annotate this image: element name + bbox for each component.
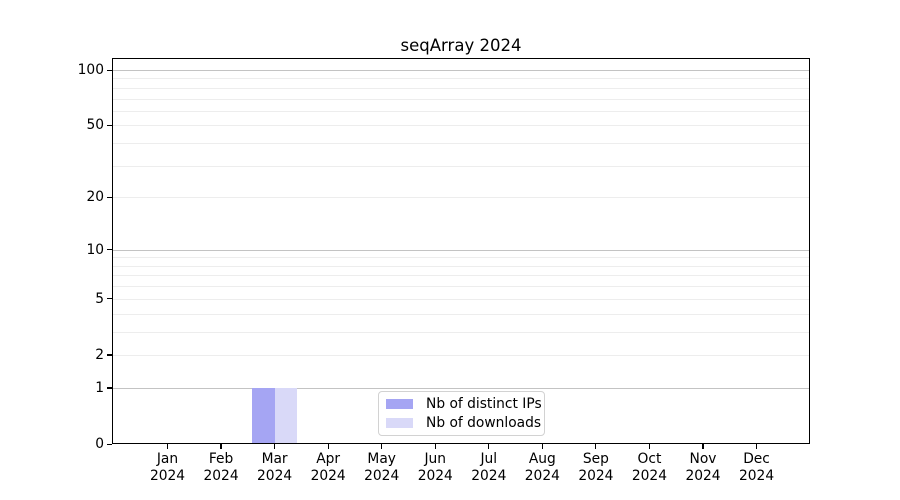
x-tick-mark	[755, 444, 758, 449]
x-tick-label: Jun 2024	[417, 451, 453, 484]
x-tick-mark	[220, 444, 222, 449]
legend-swatch-downloads	[386, 418, 413, 428]
gridline-major	[112, 387, 810, 389]
x-tick-label: Nov 2024	[685, 451, 721, 484]
x-tick-mark	[488, 444, 490, 449]
legend-item-distinct-ips: Nb of distinct IPs	[386, 395, 544, 412]
x-tick-mark	[434, 444, 436, 449]
gridline	[112, 78, 810, 80]
x-tick-mark	[381, 444, 383, 449]
gridline-major	[112, 70, 810, 71]
y-tick-mark	[107, 298, 112, 300]
x-tick-label: Jul 2024	[471, 451, 507, 484]
x-tick-label: Oct 2024	[631, 451, 667, 484]
x-tick-mark	[541, 444, 543, 449]
y-tick-mark	[107, 443, 112, 445]
x-tick-mark	[274, 444, 276, 449]
gridline	[112, 257, 810, 259]
x-tick-label: Sep 2024	[578, 451, 614, 484]
x-tick-label: Feb 2024	[203, 451, 239, 484]
gridline	[112, 331, 810, 333]
gridline	[112, 298, 810, 300]
y-tick-label: 50	[86, 117, 104, 134]
gridline	[112, 313, 810, 315]
gridline	[112, 197, 810, 199]
bar-downloads	[274, 387, 297, 444]
legend: Nb of distinct IPs Nb of downloads	[378, 391, 545, 436]
y-tick-mark	[107, 124, 112, 127]
x-tick-mark	[648, 444, 651, 449]
gridline	[112, 98, 810, 100]
legend-item-downloads: Nb of downloads	[386, 414, 544, 431]
legend-swatch-distinct-ips	[386, 399, 413, 409]
gridline	[112, 286, 810, 288]
gridline	[112, 354, 810, 356]
y-tick-label: 1	[95, 379, 104, 396]
y-tick-mark	[107, 196, 112, 198]
gridline	[112, 143, 810, 145]
y-tick-mark	[107, 249, 112, 251]
x-tick-mark	[595, 444, 597, 449]
x-tick-label: Mar 2024	[257, 451, 293, 484]
y-tick-mark	[107, 354, 112, 356]
y-tick-label: 20	[86, 189, 104, 206]
x-tick-label: Apr 2024	[310, 451, 346, 484]
gridline	[112, 165, 810, 167]
bar-distinct-ips	[252, 387, 275, 444]
legend-label-distinct-ips: Nb of distinct IPs	[426, 395, 542, 412]
y-tick-label: 0	[95, 436, 104, 452]
gridline	[112, 110, 810, 112]
y-tick-label: 10	[86, 241, 104, 258]
x-tick-mark	[702, 444, 704, 449]
gridline	[112, 87, 810, 89]
plot-area	[112, 58, 810, 444]
x-tick-label: Dec 2024	[738, 451, 775, 484]
x-tick-mark	[166, 444, 169, 449]
y-tick-mark	[107, 387, 112, 389]
gridline	[112, 275, 810, 277]
x-tick-label: May 2024	[364, 451, 400, 484]
legend-label-downloads: Nb of downloads	[426, 414, 542, 431]
y-tick-label: 5	[95, 290, 104, 307]
x-tick-label: Jan 2024	[149, 451, 186, 484]
x-tick-label: Aug 2024	[524, 451, 560, 484]
y-tick-mark	[107, 69, 112, 71]
x-tick-mark	[327, 444, 329, 449]
gridline	[112, 125, 810, 127]
y-tick-label: 100	[77, 62, 104, 78]
gridline-major	[112, 249, 810, 251]
y-tick-label: 2	[95, 346, 104, 363]
gridline	[112, 265, 810, 267]
chart-title: seqArray 2024	[400, 36, 522, 55]
